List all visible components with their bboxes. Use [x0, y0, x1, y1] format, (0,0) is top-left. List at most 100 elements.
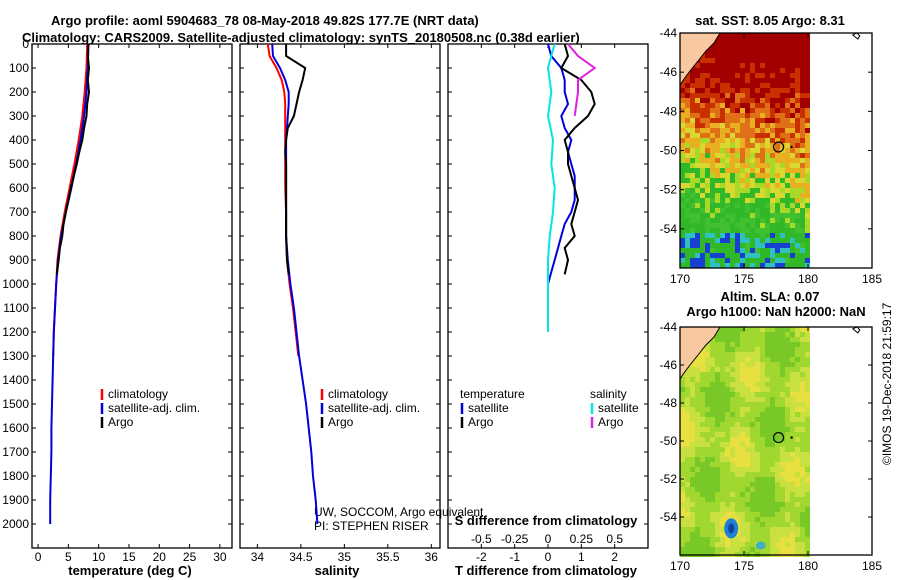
sla-xtick-label: 170 — [670, 559, 690, 573]
xtick-label-temperature: 20 — [153, 550, 167, 564]
series-salinity-argo — [567, 43, 597, 117]
sst-land — [679, 32, 721, 87]
sla-ytick-label: -46 — [660, 358, 678, 372]
ytick-label: 1100 — [3, 301, 29, 315]
sst-ytick-label: -50 — [660, 144, 678, 158]
sla-low-anomaly-2 — [755, 541, 766, 550]
sla-map-title-2: Argo h1000: NaN h2000: NaN — [686, 304, 866, 319]
sst-ytick-label: -44 — [660, 26, 678, 40]
ytick-label: 2000 — [2, 517, 29, 531]
series-argo — [55, 43, 91, 275]
sla-ytick-label: -50 — [660, 434, 678, 448]
panel-difference — [447, 43, 649, 549]
ytick-label: 700 — [9, 205, 29, 219]
ytick-label: 1700 — [2, 445, 29, 459]
xtick-label-salinity: 36 — [425, 550, 439, 564]
xtick-label-salinity: 35.5 — [376, 550, 400, 564]
xtick-label-temperature: 0 — [35, 550, 42, 564]
sla-xtick-label: 185 — [862, 559, 882, 573]
sst-map — [679, 32, 873, 269]
panel-salinity — [239, 43, 441, 549]
xtick-top-label-difference: 0.5 — [606, 532, 623, 546]
sst-map-title: sat. SST: 8.05 Argo: 8.31 — [695, 13, 845, 28]
legend-label: Argo — [108, 415, 134, 429]
xtick-label-temperature: 25 — [183, 550, 197, 564]
sla-ytick-label: -52 — [660, 472, 678, 486]
ytick-label: 600 — [9, 181, 29, 195]
legend-label: Argo — [468, 415, 494, 429]
title-line-1: Argo profile: aoml 5904683_78 08-May-201… — [51, 13, 479, 28]
legend-label: satellite — [598, 401, 639, 415]
legend-label: climatology — [108, 387, 168, 401]
ytick-label: 1000 — [2, 277, 29, 291]
difference-top-xlabel: S difference from climatology — [454, 513, 638, 528]
sst-xtick-label: 175 — [734, 272, 754, 286]
xtick-label-salinity: 35 — [338, 550, 352, 564]
series-argo — [284, 44, 307, 275]
series-temperature-argo — [559, 43, 596, 275]
xtick-label-difference: -2 — [476, 550, 487, 564]
sla-argo-marker — [772, 431, 785, 444]
legend-label: satellite-adj. clim. — [328, 401, 420, 415]
credit-line-2: PI: STEPHEN RISER — [314, 519, 429, 533]
panel-temperature — [31, 43, 233, 549]
sst-argo-marker — [772, 141, 785, 153]
ytick-label: 1200 — [2, 325, 29, 339]
ytick-label: 300 — [9, 109, 29, 123]
salinity-xlabel: salinity — [314, 563, 360, 578]
xtick-label-temperature: 10 — [92, 550, 106, 564]
legend-label: satellite — [468, 401, 509, 415]
sla-low-anomaly-core — [728, 523, 735, 534]
sla-xtick-label: 175 — [734, 559, 754, 573]
xtick-top-label-difference: 0.25 — [570, 532, 594, 546]
sla-ytick-label: -54 — [660, 510, 678, 524]
legend-title: temperature — [460, 387, 525, 401]
xtick-label-temperature: 5 — [65, 550, 72, 564]
sla-xtick-label: 180 — [798, 559, 818, 573]
ytick-label: 1400 — [2, 373, 29, 387]
ytick-label: 200 — [9, 85, 29, 99]
ytick-label: 1300 — [2, 349, 29, 363]
legend-label: Argo — [598, 415, 624, 429]
xtick-label-salinity: 34.5 — [289, 550, 313, 564]
sla-map — [679, 326, 873, 557]
sst-ytick-label: -46 — [660, 65, 678, 79]
series-temperature-satellite — [547, 43, 576, 332]
ytick-label: 1900 — [2, 493, 29, 507]
ytick-label: 100 — [9, 61, 29, 75]
legend-label: climatology — [328, 387, 388, 401]
sst-xtick-label: 170 — [670, 272, 690, 286]
credit-line-1: UW, SOCCOM, Argo equivalent — [314, 505, 484, 519]
sla-land — [679, 326, 721, 381]
panel-frame-salinity — [239, 43, 441, 549]
sst-xtick-label: 185 — [862, 272, 882, 286]
xtick-label-difference: 2 — [611, 550, 618, 564]
ytick-label: 1600 — [2, 421, 29, 435]
ytick-label: 800 — [9, 229, 29, 243]
series-salinity-satellite — [546, 43, 556, 332]
difference-xlabel: T difference from climatology — [454, 563, 638, 578]
ytick-label: 500 — [9, 157, 29, 171]
legend-label: Argo — [328, 415, 354, 429]
sst-ytick-label: -48 — [660, 104, 678, 118]
series-climatology — [52, 43, 89, 357]
xtick-label-salinity: 34 — [251, 550, 265, 564]
xtick-top-label-difference: -0.25 — [501, 532, 529, 546]
ytick-label: 900 — [9, 253, 29, 267]
title-line-2: Climatology: CARS2009. Satellite-adjuste… — [22, 30, 580, 45]
sst-ytick-label: -54 — [660, 222, 678, 236]
legend-title: salinity — [590, 387, 627, 401]
sst-ytick-label: -52 — [660, 183, 678, 197]
ytick-label: 400 — [9, 133, 29, 147]
xtick-top-label-difference: -0.5 — [471, 532, 492, 546]
ytick-label: 0 — [22, 37, 29, 51]
xtick-top-label-difference: 0 — [545, 532, 552, 546]
xtick-label-difference: -1 — [509, 550, 520, 564]
temperature-xlabel: temperature (deg C) — [68, 563, 192, 578]
legend-label: satellite-adj. clim. — [108, 401, 200, 415]
sla-ytick-label: -44 — [660, 320, 678, 334]
panel-frame-temperature — [31, 43, 233, 549]
xtick-label-temperature: 30 — [213, 550, 227, 564]
